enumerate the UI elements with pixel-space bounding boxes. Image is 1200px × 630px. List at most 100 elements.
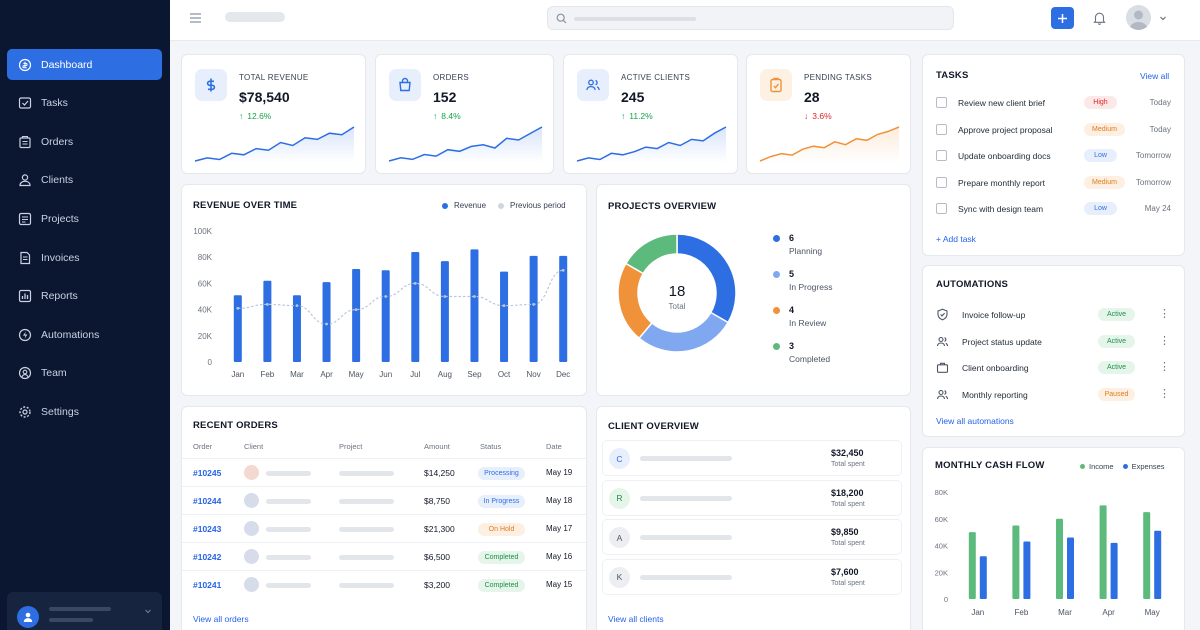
automation-row[interactable]: Project status update Active ⋮: [923, 331, 1184, 353]
client-row[interactable]: R $18,200 Total spent: [602, 479, 902, 516]
view-all-orders-link[interactable]: View all orders: [193, 614, 249, 624]
task-checkbox[interactable]: [936, 97, 947, 108]
automation-row[interactable]: Invoice follow-up Active ⋮: [923, 304, 1184, 326]
kpi-card-total-revenue: TOTAL REVENUE $78,540 ↑ 12.6%: [181, 54, 366, 174]
users-icon: [936, 390, 949, 400]
order-id-link[interactable]: #10245: [193, 468, 222, 478]
task-name[interactable]: Sync with design team: [958, 204, 1044, 215]
legend-label: In Review: [789, 318, 827, 328]
more-options-icon[interactable]: ⋮: [1159, 388, 1170, 401]
task-checkbox[interactable]: [936, 123, 947, 135]
sidebar-item-orders[interactable]: Orders: [7, 126, 162, 157]
tasks-view-all-link[interactable]: View all: [1140, 71, 1170, 81]
sidebar-item-tasks[interactable]: Tasks: [7, 88, 162, 119]
x-tick-label: Jul: [410, 370, 420, 379]
client-name-placeholder: [266, 499, 311, 504]
order-amount: $8,750: [424, 496, 450, 506]
kpi-delta-value: 12.6%: [247, 111, 272, 121]
kpi-card-pending-tasks: PENDING TASKS 28 ↓ 3.6%: [746, 54, 911, 174]
legend-revenue: Revenue: [454, 201, 487, 210]
donut-slice: [638, 311, 730, 353]
arrow-up-icon: ↑: [433, 111, 438, 121]
sidebar-item-label: Settings: [41, 405, 79, 418]
table-row[interactable]: #10243 $21,300 On Hold May 17: [182, 514, 586, 542]
tasks-title: TASKS: [936, 70, 969, 81]
order-id-link[interactable]: #10242: [193, 552, 222, 562]
sidebar-item-reports[interactable]: Reports: [7, 281, 162, 312]
task-due: Tomorrow: [1135, 177, 1171, 187]
automation-name: Monthly reporting: [962, 390, 1028, 401]
view-all-clients-link[interactable]: View all clients: [608, 614, 664, 624]
column-header: Date: [546, 442, 562, 451]
sidebar-item-team[interactable]: Team: [7, 358, 162, 389]
kpi-delta: ↑ 8.4%: [433, 111, 461, 121]
client-initial-avatar: A: [609, 527, 630, 548]
task-name[interactable]: Approve project proposal: [958, 124, 1053, 135]
sidebar-item-projects[interactable]: Projects: [7, 203, 162, 234]
sidebar: Dashboard Tasks Orders Clients Projects Invoi…: [0, 0, 170, 630]
revenue-bar: [470, 249, 479, 362]
user-avatar[interactable]: [1126, 5, 1151, 30]
expenses-bar: [1067, 537, 1074, 599]
automation-row[interactable]: Monthly reporting Paused ⋮: [923, 384, 1184, 406]
client-amount-sub: Total spent: [831, 461, 865, 468]
task-checkbox[interactable]: [936, 150, 947, 162]
more-options-icon[interactable]: ⋮: [1159, 361, 1170, 374]
table-row[interactable]: #10242 $6,500 Completed May 16: [182, 542, 586, 570]
order-id-link[interactable]: #10243: [193, 524, 222, 534]
order-amount: $14,250: [424, 468, 455, 478]
task-checkbox[interactable]: [936, 176, 947, 188]
projects-donut-chart: 18 Total: [617, 233, 737, 353]
kpi-icon-container: [195, 69, 227, 101]
task-name[interactable]: Prepare monthly report: [958, 177, 1045, 188]
bell-icon[interactable]: [1093, 11, 1106, 25]
previous-period-line: [237, 269, 564, 325]
task-name[interactable]: Review new client brief: [958, 98, 1045, 108]
task-name[interactable]: Update onboarding docs: [958, 151, 1051, 162]
user-icon: [23, 612, 33, 622]
settings-icon: [19, 406, 31, 418]
previous-period-point: [532, 302, 536, 306]
table-row[interactable]: #10245 $14,250 Processing May 19: [182, 458, 586, 486]
chevron-down-icon[interactable]: [1158, 13, 1168, 23]
income-bar: [1056, 518, 1063, 599]
previous-period-point: [236, 306, 240, 310]
projects-title: PROJECTS OVERVIEW: [608, 201, 717, 212]
sidebar-item-clients[interactable]: Clients: [7, 165, 162, 196]
client-amount-sub: Total spent: [831, 500, 865, 508]
automation-row[interactable]: Client onboarding Active ⋮: [923, 357, 1184, 379]
add-task-link[interactable]: + Add task: [936, 234, 976, 244]
sidebar-item-invoices[interactable]: Invoices: [7, 242, 162, 273]
order-amount: $3,200: [424, 580, 450, 590]
more-options-icon[interactable]: ⋮: [1159, 334, 1170, 347]
legend-previous-period: Previous period: [510, 201, 566, 210]
cashflow-title: MONTHLY CASH FLOW: [935, 460, 1045, 471]
task-checkbox[interactable]: [936, 203, 947, 215]
client-row[interactable]: K $7,600 Total spent: [602, 558, 902, 595]
more-options-icon[interactable]: ⋮: [1159, 308, 1170, 320]
legend-label: Planning: [789, 246, 823, 256]
order-id-link[interactable]: #10244: [193, 496, 222, 506]
table-row[interactable]: #10244 $8,750 In Progress May 18: [182, 486, 586, 514]
menu-icon[interactable]: [189, 12, 202, 24]
column-header: Project: [339, 442, 363, 451]
sidebar-item-settings[interactable]: Settings: [7, 396, 162, 427]
kpi-delta-value: 11.2%: [629, 111, 653, 121]
sidebar-item-automations[interactable]: Automations: [7, 319, 162, 350]
view-all-automations-link[interactable]: View all automations: [936, 416, 1014, 426]
project-name-placeholder: [339, 555, 394, 560]
search-input[interactable]: [547, 6, 954, 30]
client-amount: $32,450: [831, 448, 864, 458]
orders-card: RECENT ORDERS View all orders Order Clien…: [181, 406, 587, 630]
status-badge: Completed: [478, 579, 525, 592]
table-row[interactable]: #10241 $3,200 Completed May 15: [182, 570, 586, 598]
client-row[interactable]: C $32,450 Total spent: [602, 440, 902, 476]
client-row[interactable]: A $9,850 Total spent: [602, 519, 902, 555]
order-id-link[interactable]: #10241: [193, 580, 222, 590]
client-amount: $7,600: [831, 566, 859, 577]
sidebar-item-dashboard[interactable]: Dashboard: [7, 49, 162, 80]
status-badge: Completed: [478, 551, 525, 564]
add-button[interactable]: [1051, 7, 1074, 29]
user-profile-menu[interactable]: [7, 592, 162, 630]
projects-legend-item: 6 Planning: [773, 233, 893, 263]
